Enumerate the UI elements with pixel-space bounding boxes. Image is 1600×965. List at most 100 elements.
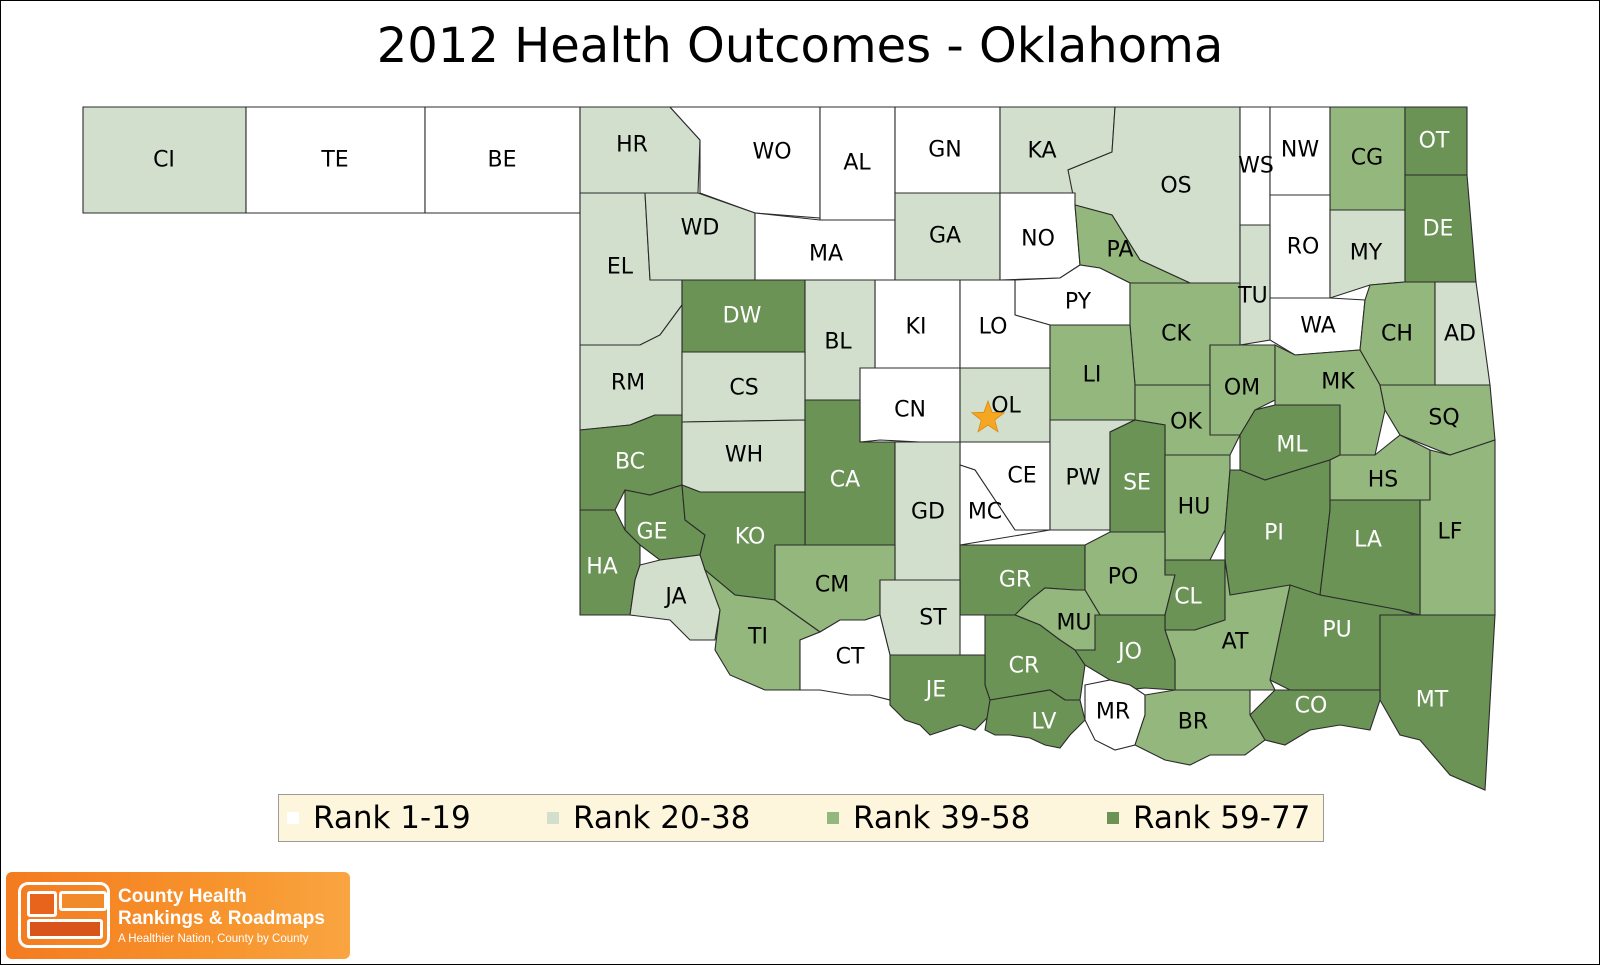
county-label-sq: SQ bbox=[1428, 406, 1459, 431]
legend-swatch-rank-1-19 bbox=[287, 812, 299, 824]
county-label-dw: DW bbox=[723, 304, 762, 329]
legend-item-rank-1-19: Rank 1-19 bbox=[287, 795, 471, 841]
logo-line-1: County Health bbox=[118, 886, 247, 907]
legend-item-rank-59-77: Rank 59-77 bbox=[1107, 795, 1310, 841]
county-health-rankings-logo: County Health Rankings & Roadmaps A Heal… bbox=[6, 872, 350, 959]
county-label-om: OM bbox=[1224, 376, 1260, 401]
county-label-ws: WS bbox=[1238, 154, 1274, 179]
county-label-ok: OK bbox=[1170, 410, 1202, 435]
county-label-wa: WA bbox=[1300, 314, 1336, 339]
logo-tagline: A Healthier Nation, County by County bbox=[118, 933, 309, 945]
county-label-ci: CI bbox=[153, 148, 175, 173]
county-label-wd: WD bbox=[681, 216, 720, 241]
county-label-br: BR bbox=[1178, 710, 1208, 735]
county-label-gn: GN bbox=[928, 138, 962, 163]
county-label-ge: GE bbox=[637, 520, 668, 545]
county-label-ma: MA bbox=[809, 242, 843, 267]
county-label-cg: CG bbox=[1351, 146, 1383, 171]
county-label-lv: LV bbox=[1032, 710, 1057, 735]
county-label-co: CO bbox=[1295, 694, 1328, 719]
county-label-rm: RM bbox=[611, 371, 645, 396]
county-label-ti: TI bbox=[747, 625, 768, 650]
county-label-hu: HU bbox=[1178, 495, 1211, 520]
legend-item-rank-39-58: Rank 39-58 bbox=[827, 795, 1030, 841]
county-label-pi: PI bbox=[1264, 521, 1284, 546]
county-label-al: AL bbox=[843, 151, 871, 176]
map-title: 2012 Health Outcomes - Oklahoma bbox=[376, 18, 1224, 74]
county-label-at: AT bbox=[1222, 630, 1249, 655]
county-label-ad: AD bbox=[1444, 322, 1476, 347]
county-label-mc: MC bbox=[968, 500, 1002, 525]
county-lv bbox=[984, 689, 1086, 749]
county-label-st: ST bbox=[919, 606, 947, 631]
county-label-ch: CH bbox=[1381, 322, 1413, 347]
county-label-wo: WO bbox=[752, 140, 791, 165]
county-label-ck: CK bbox=[1161, 322, 1191, 347]
county-label-ha: HA bbox=[586, 555, 618, 580]
county-label-se: SE bbox=[1123, 471, 1151, 496]
county-label-be: BE bbox=[488, 148, 517, 173]
county-label-ct: CT bbox=[836, 645, 865, 670]
county-label-pu: PU bbox=[1322, 618, 1351, 643]
county-label-je: JE bbox=[924, 678, 946, 703]
legend-label-rank-20-38: Rank 20-38 bbox=[573, 800, 751, 836]
county-label-po: PO bbox=[1108, 565, 1139, 590]
county-label-my: MY bbox=[1350, 241, 1383, 266]
legend-label-rank-39-58: Rank 39-58 bbox=[853, 800, 1031, 836]
legend-swatch-rank-39-58 bbox=[827, 812, 839, 824]
county-label-lf: LF bbox=[1438, 520, 1463, 545]
county-label-ja: JA bbox=[663, 585, 686, 610]
county-label-de: DE bbox=[1423, 217, 1454, 242]
county-label-cl: CL bbox=[1174, 585, 1202, 610]
county-label-te: TE bbox=[320, 148, 348, 173]
county-label-tu: TU bbox=[1237, 284, 1268, 309]
legend-swatch-rank-20-38 bbox=[547, 812, 559, 824]
county-label-ki: KI bbox=[906, 315, 927, 340]
logo-line-2: Rankings & Roadmaps bbox=[118, 908, 325, 929]
county-je bbox=[889, 654, 991, 736]
county-label-mk: MK bbox=[1321, 370, 1355, 395]
county-label-cr: CR bbox=[1009, 654, 1040, 679]
legend-label-rank-1-19: Rank 1-19 bbox=[313, 800, 471, 836]
county-label-ga: GA bbox=[929, 224, 961, 249]
county-label-ml: ML bbox=[1276, 433, 1308, 458]
county-label-cm: CM bbox=[815, 573, 849, 598]
county-label-bc: BC bbox=[615, 450, 645, 475]
county-label-nw: NW bbox=[1281, 138, 1319, 163]
county-label-mu: MU bbox=[1056, 611, 1091, 636]
county-label-hr: HR bbox=[616, 133, 648, 158]
capital-star-icon bbox=[970, 399, 1006, 433]
county-label-la: LA bbox=[1354, 528, 1382, 553]
legend-label-rank-59-77: Rank 59-77 bbox=[1133, 800, 1311, 836]
county-label-cn: CN bbox=[894, 398, 926, 423]
legend-item-rank-20-38: Rank 20-38 bbox=[547, 795, 750, 841]
legend-swatch-rank-59-77 bbox=[1107, 812, 1119, 824]
county-label-ca: CA bbox=[830, 468, 860, 493]
county-label-wh: WH bbox=[725, 443, 763, 468]
county-label-mt: MT bbox=[1416, 688, 1449, 713]
county-label-pa: PA bbox=[1107, 238, 1134, 263]
county-label-pw: PW bbox=[1065, 466, 1100, 491]
county-label-mr: MR bbox=[1096, 700, 1130, 725]
county-label-gd: GD bbox=[911, 500, 945, 525]
county-label-li: LI bbox=[1083, 363, 1102, 388]
county-label-ro: RO bbox=[1287, 235, 1320, 260]
county-label-no: NO bbox=[1021, 227, 1055, 252]
county-label-hs: HS bbox=[1368, 468, 1399, 493]
county-label-ot: OT bbox=[1419, 129, 1450, 154]
county-label-cs: CS bbox=[729, 376, 758, 401]
county-label-ce: CE bbox=[1007, 464, 1036, 489]
county-label-el: EL bbox=[607, 255, 634, 280]
county-br bbox=[1134, 689, 1266, 766]
county-label-ka: KA bbox=[1027, 139, 1056, 164]
county-label-jo: JO bbox=[1116, 640, 1142, 665]
county-label-bl: BL bbox=[824, 330, 852, 355]
county-label-py: PY bbox=[1065, 290, 1092, 315]
county-mt bbox=[1379, 614, 1496, 791]
county-label-gr: GR bbox=[999, 568, 1031, 593]
legend: Rank 1-19 Rank 20-38 Rank 39-58 Rank 59-… bbox=[278, 794, 1324, 842]
county-label-lo: LO bbox=[979, 315, 1008, 340]
county-label-ko: KO bbox=[735, 525, 766, 550]
logo-mark-icon bbox=[18, 882, 110, 948]
